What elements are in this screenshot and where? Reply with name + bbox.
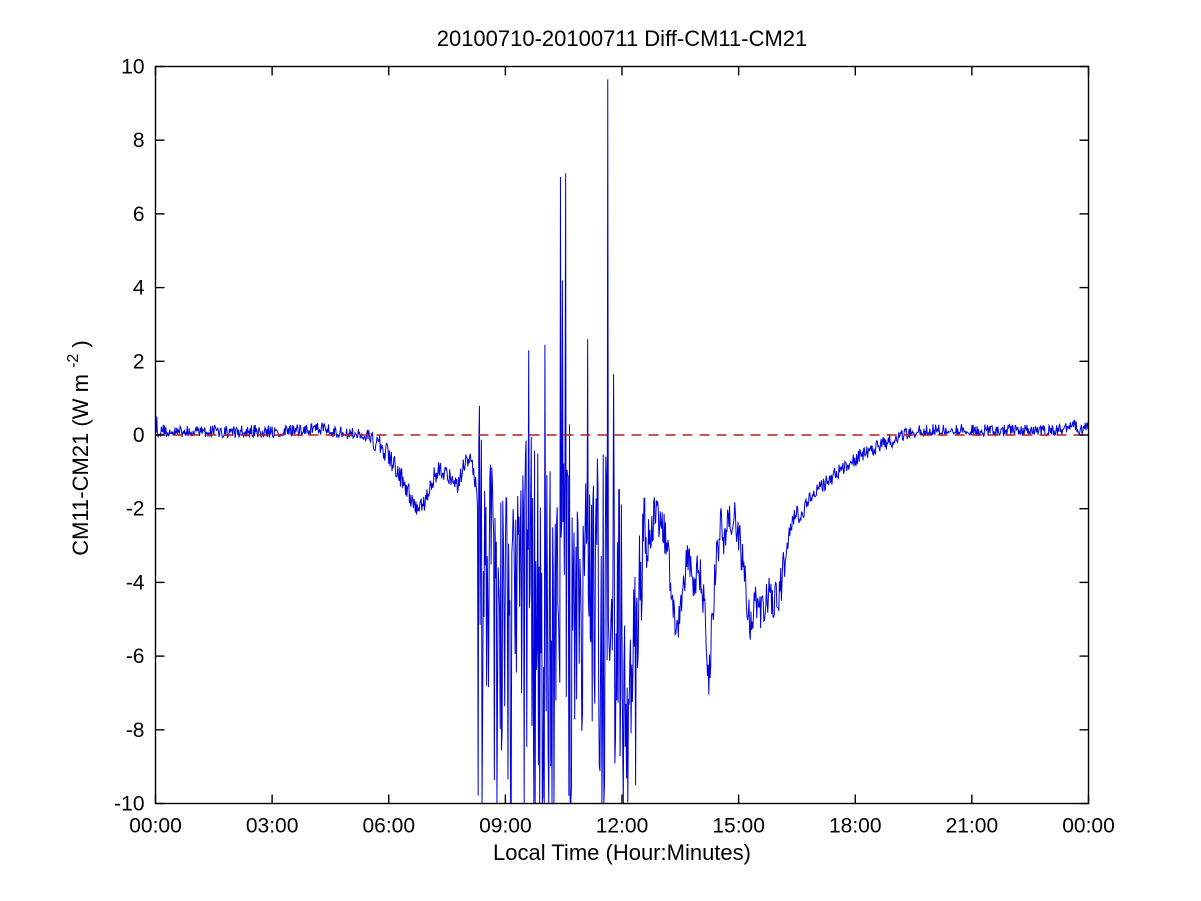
chart-title: 20100710-20100711 Diff-CM11-CM21 <box>437 26 808 51</box>
y-tick-label: 8 <box>133 129 145 152</box>
series-line-cm11-cm21-diff <box>155 79 1089 804</box>
y-tick-label: 0 <box>133 424 145 447</box>
x-tick-label: 06:00 <box>362 815 415 838</box>
y-tick-label: -4 <box>126 571 145 594</box>
y-tick-label: -8 <box>126 719 145 742</box>
x-tick-label: 09:00 <box>479 815 532 838</box>
y-tick-label: 4 <box>133 277 145 300</box>
y-axis-label-superscript: -2 <box>65 354 82 368</box>
x-axis-label: Local Time (Hour:Minutes) <box>493 840 751 865</box>
y-axis-label: CM11-CM21 (W m -2 ) <box>58 340 93 556</box>
y-axis-label-close: ) <box>68 340 93 347</box>
x-tick-label: 15:00 <box>712 815 765 838</box>
y-axis-label-main: CM11-CM21 (W m <box>68 374 93 556</box>
y-tick-label: 6 <box>133 203 145 226</box>
y-tick-label: 10 <box>121 56 144 79</box>
x-tick-label: 00:00 <box>1062 815 1115 838</box>
x-tick-label: 03:00 <box>246 815 299 838</box>
x-tick-label: 21:00 <box>946 815 999 838</box>
x-tick-label: 18:00 <box>829 815 882 838</box>
x-tick-label: 12:00 <box>596 815 649 838</box>
y-tick-label: 2 <box>133 350 145 373</box>
y-tick-label: -10 <box>114 793 144 816</box>
x-tick-label: 00:00 <box>129 815 182 838</box>
y-tick-label: -6 <box>126 645 145 668</box>
y-tick-label: -2 <box>126 498 145 521</box>
axes-box <box>154 65 1090 805</box>
